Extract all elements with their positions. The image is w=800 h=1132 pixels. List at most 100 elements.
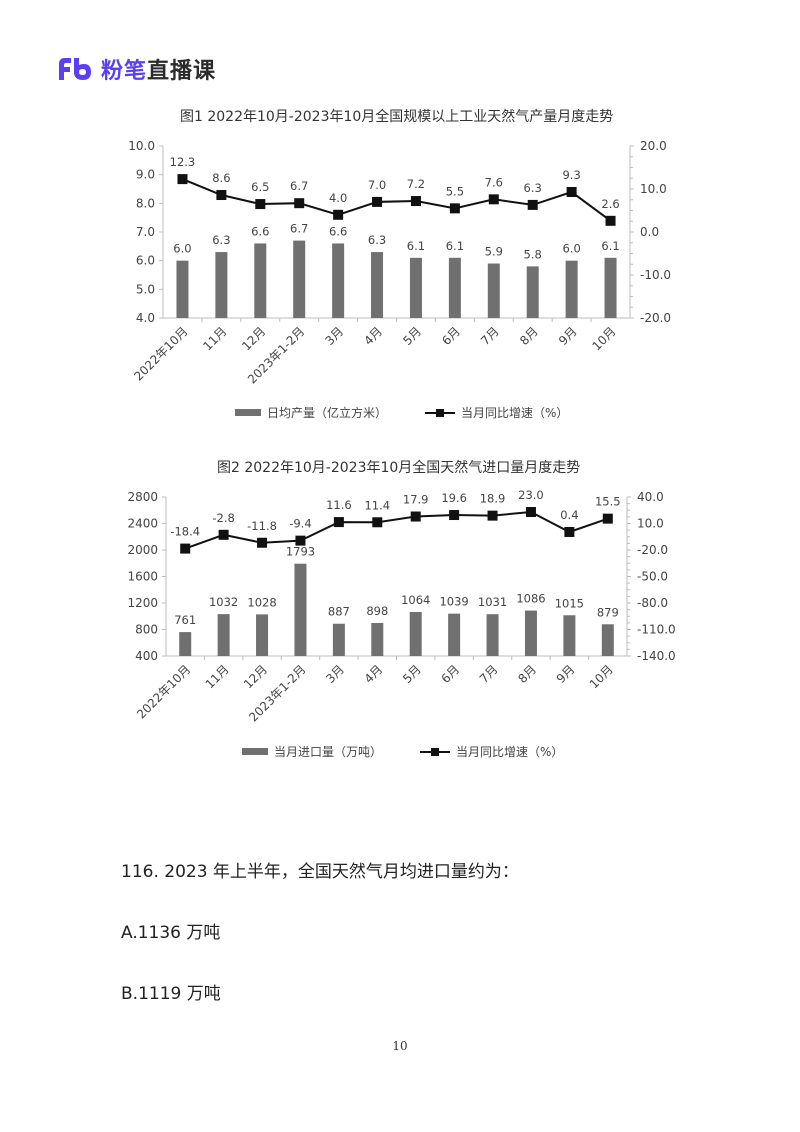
- bar-value-label: 6.6: [329, 224, 347, 238]
- chart2-title: 图2 2022年10月-2023年10月全国天然气进口量月度走势: [217, 460, 581, 476]
- left-axis-tick: 2400: [127, 517, 158, 531]
- right-axis-tick: 10.0: [640, 182, 667, 196]
- right-axis-tick: 0.0: [640, 225, 659, 239]
- line-marker: [177, 174, 188, 185]
- right-axis-tick: 10.0: [637, 517, 664, 531]
- line-value-label: 6.5: [251, 180, 269, 194]
- chart1-production: 10.0 9.0 8.0 7.0 6.0 5.0 4.0 20.0 10.0 0.0 -10.0 -2…: [128, 139, 671, 387]
- bar-value-label: 5.8: [524, 247, 542, 261]
- legend-bar-label: 当月进口量（万吨）: [274, 745, 383, 759]
- bar: [294, 563, 307, 656]
- line-marker: [487, 510, 498, 521]
- bar-value-label: 1031: [478, 595, 507, 609]
- line-value-label: -2.8: [212, 511, 234, 525]
- right-axis-tick: -80.0: [637, 596, 668, 610]
- bar: [293, 240, 306, 318]
- option-b[interactable]: B.1119 万吨: [121, 984, 221, 1004]
- line-value-label: 5.5: [446, 184, 464, 198]
- left-axis-tick: 10.0: [128, 139, 155, 153]
- bar-value-label: 5.9: [485, 245, 503, 259]
- line-value-label: 7.0: [368, 178, 386, 192]
- line-marker: [527, 199, 538, 210]
- bar-value-label: 6.1: [446, 239, 464, 253]
- line-marker: [566, 187, 577, 198]
- bar-value-label: 761: [174, 613, 196, 627]
- line-value-label: 23.0: [518, 488, 544, 502]
- legend-bar-swatch: [242, 748, 268, 755]
- line-value-label: 19.6: [441, 491, 467, 505]
- bar: [563, 615, 576, 656]
- page-number: 10: [392, 1039, 408, 1053]
- bar-value-label: 6.3: [212, 233, 230, 247]
- left-axis-tick: 9.0: [136, 168, 155, 182]
- product-name: 直播课: [147, 59, 217, 84]
- category-label: 10月: [587, 662, 616, 691]
- option-a[interactable]: A.1136 万吨: [121, 923, 221, 943]
- bar-value-label: 6.1: [601, 239, 619, 253]
- left-axis-tick: 7.0: [136, 225, 155, 239]
- bar: [176, 260, 189, 318]
- line-marker: [255, 199, 266, 210]
- left-axis-tick: 400: [135, 649, 158, 663]
- line-value-label: 7.2: [407, 177, 425, 191]
- bar: [409, 257, 422, 318]
- bar: [179, 632, 192, 656]
- line-value-label: 0.4: [560, 508, 578, 522]
- left-axis-tick: 2000: [127, 543, 158, 557]
- line-marker: [294, 198, 305, 209]
- line-value-label: -9.4: [289, 517, 311, 531]
- line-value-label: 12.3: [170, 155, 196, 169]
- line-value-label: 9.3: [562, 168, 580, 182]
- question-stem: 116. 2023 年上半年，全国天然气月均进口量约为：: [121, 862, 519, 882]
- bar-value-label: 1015: [555, 596, 584, 610]
- line-value-label: 18.9: [480, 492, 506, 506]
- line-marker: [180, 543, 191, 554]
- bar: [254, 243, 267, 318]
- bar-value-label: 1032: [209, 595, 238, 609]
- bar: [526, 266, 539, 318]
- line-value-label: 11.6: [326, 498, 352, 512]
- right-axis-tick: -50.0: [637, 570, 668, 584]
- bar-value-label: 6.1: [407, 239, 425, 253]
- bar: [524, 610, 537, 656]
- line-marker: [564, 526, 575, 537]
- right-axis-tick: -20.0: [640, 311, 671, 325]
- legend-line-swatch: [425, 408, 456, 417]
- bar: [371, 623, 384, 656]
- bar-value-label: 887: [328, 605, 350, 619]
- line-value-label: -18.4: [170, 525, 200, 539]
- right-axis-tick: 40.0: [637, 490, 664, 504]
- line-value-label: 2.6: [601, 197, 619, 211]
- left-axis-tick: 2800: [127, 490, 158, 504]
- line-marker: [218, 529, 229, 540]
- right-axis-tick: -10.0: [640, 268, 671, 282]
- line-marker: [372, 517, 383, 528]
- bar: [486, 614, 499, 656]
- right-axis-tick: 20.0: [640, 139, 667, 153]
- line-marker: [449, 203, 460, 214]
- legend-line-swatch: [420, 747, 451, 756]
- line-value-label: 6.7: [290, 179, 308, 193]
- bar-value-label: 6.3: [368, 233, 386, 247]
- line-marker: [333, 209, 344, 220]
- bar: [448, 257, 461, 318]
- bar-value-label: 1086: [516, 592, 545, 606]
- bar: [604, 257, 617, 318]
- bar: [448, 613, 461, 656]
- line-value-label: 8.6: [212, 171, 230, 185]
- chart1-legend: 日均产量（亿立方米） 当月同比增速（%）: [235, 404, 568, 421]
- left-axis-tick: 1600: [127, 570, 158, 584]
- category-label: 11月: [203, 662, 232, 691]
- bar-value-label: 6.7: [290, 222, 308, 236]
- line-marker: [449, 510, 460, 521]
- left-axis-tick: 4.0: [136, 311, 155, 325]
- bar-value-label: 6.0: [562, 242, 580, 256]
- bar-value-label: 1064: [401, 593, 430, 607]
- left-axis-tick: 8.0: [136, 196, 155, 210]
- bar: [332, 623, 345, 656]
- line-marker: [333, 517, 344, 528]
- line-value-label: 15.5: [595, 495, 621, 509]
- bar-value-label: 898: [366, 604, 388, 618]
- bar: [217, 614, 230, 656]
- bar: [256, 614, 269, 656]
